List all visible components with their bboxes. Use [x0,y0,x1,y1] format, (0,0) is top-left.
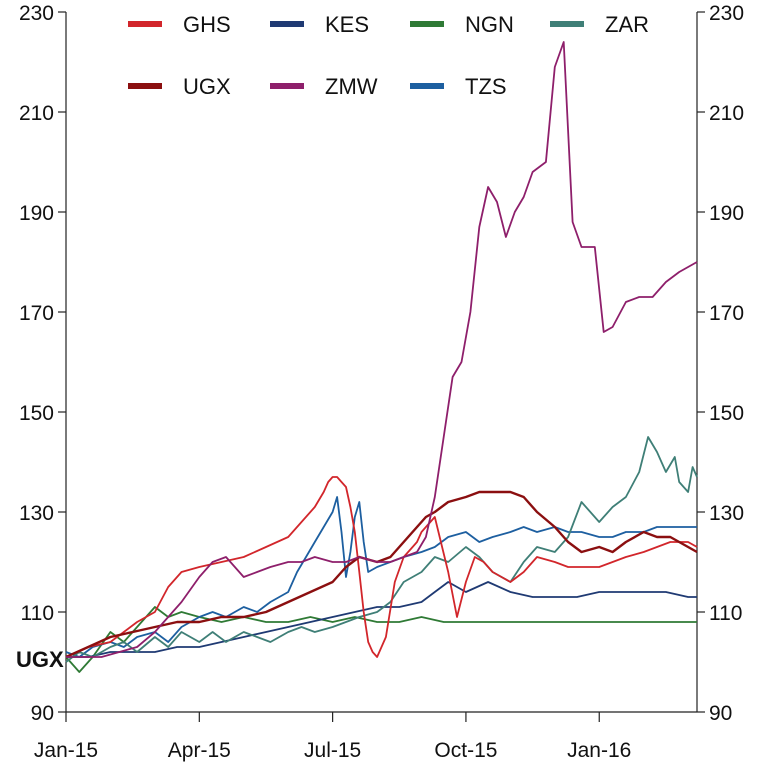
legend-swatch-zar [550,21,584,27]
axes: 90 90 110 110 130 130 150 150 170 170 190 190 210 210… [19,2,744,762]
y-tick-label-left: 230 [19,2,54,25]
legend-swatch-zmw [270,83,304,89]
x-tick-label: Jan-16 [567,739,631,762]
y-tick-label-right: 150 [709,402,744,425]
y-tick-label-left: 210 [19,102,54,125]
series-line-kes [66,581,697,658]
y-tick-label-right: 110 [709,602,742,625]
legend-label-tzs: TZS [465,74,507,99]
x-tick-label: Jul-15 [304,739,361,762]
legend-swatch-ghs [128,21,162,27]
legend-label-zar: ZAR [605,12,649,37]
y-tick-label-right: 210 [709,102,744,125]
y-tick-label-left: 190 [19,202,54,225]
y-tick-label-left: 110 [21,602,54,625]
x-tick-label: Apr-15 [168,739,231,762]
legend-label-zmw: ZMW [325,74,378,99]
legend-swatch-ngn [410,21,444,27]
series-line-tzs [65,496,697,658]
y-tick-label-left: 170 [19,302,54,325]
series-line-ghs [65,476,698,658]
y-tick-label-right: 230 [709,2,744,25]
series-line-ugx [65,490,698,659]
y-tick-label-right: 90 [709,702,732,725]
legend: GHS KES NGN ZAR UGX ZMW TZS [128,12,649,99]
legend-swatch-ugx [128,83,162,89]
series-line-ngn [65,606,697,673]
legend-swatch-tzs [410,83,444,89]
series-line-zmw [66,41,698,658]
y-tick-label-right: 190 [709,202,744,225]
y-tick-label-right: 130 [709,502,744,525]
y-tick-label-right: 170 [709,302,744,325]
legend-label-ngn: NGN [465,12,514,37]
series-layer [65,41,698,673]
y-tick-label-left: 150 [19,402,54,425]
y-tick-label-left: 130 [19,502,54,525]
legend-swatch-kes [270,21,304,27]
x-tick-label: Oct-15 [434,739,497,762]
series-label-ugx: UGX [16,647,64,672]
series-line-zar [65,436,698,663]
legend-label-ghs: GHS [183,12,231,37]
legend-label-kes: KES [325,12,369,37]
y-tick-label-left: 90 [31,702,54,725]
x-tick-label: Jan-15 [34,739,98,762]
legend-label-ugx: UGX [183,74,231,99]
